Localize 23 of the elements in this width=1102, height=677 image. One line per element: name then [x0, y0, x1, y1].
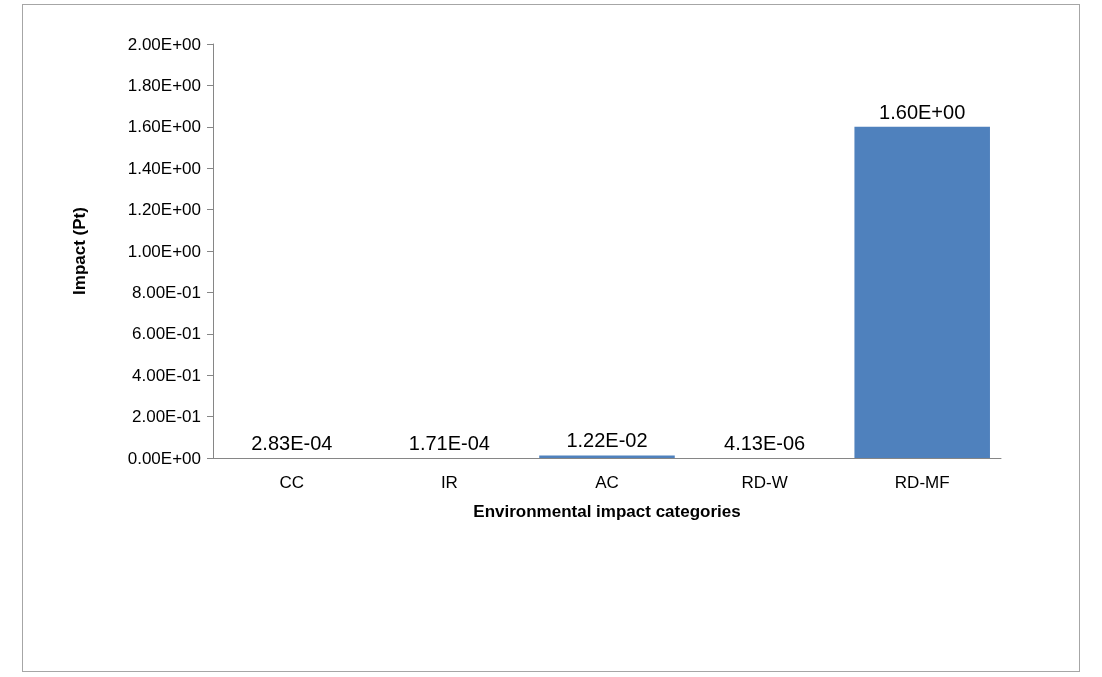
data-label: 1.71E-04: [408, 431, 490, 454]
x-tick-label: CC: [279, 473, 305, 492]
y-tick-label: 1.80E+00: [127, 75, 201, 95]
y-tick-label: 1.00E+00: [127, 241, 201, 261]
data-label: 1.22E-02: [566, 429, 648, 452]
x-tick-label: RD-W: [741, 473, 788, 492]
x-tick-label: RD-MF: [894, 473, 950, 492]
y-axis-title: Impact (Pt): [70, 207, 89, 295]
y-tick-label: 1.20E+00: [127, 200, 201, 220]
y-tick-label: 2.00E-01: [132, 407, 201, 427]
y-tick-label: 8.00E-01: [132, 282, 201, 302]
x-tick-label: AC: [595, 473, 619, 492]
data-label: 4.13E-06: [724, 432, 806, 454]
data-label: 2.83E-04: [251, 431, 333, 454]
y-tick-label: 6.00E-01: [132, 324, 201, 344]
data-label: 1.60E+00: [879, 100, 966, 123]
y-tick-label: 1.40E+00: [127, 158, 201, 178]
x-tick-label: IR: [440, 473, 458, 492]
y-tick-label: 2.00E+00: [127, 34, 201, 54]
x-axis-title: Environmental impact categories: [473, 502, 741, 521]
y-tick-label: 0.00E+00: [127, 448, 201, 468]
y-tick-label: 1.60E+00: [127, 117, 201, 137]
y-tick-label: 4.00E-01: [132, 365, 201, 385]
